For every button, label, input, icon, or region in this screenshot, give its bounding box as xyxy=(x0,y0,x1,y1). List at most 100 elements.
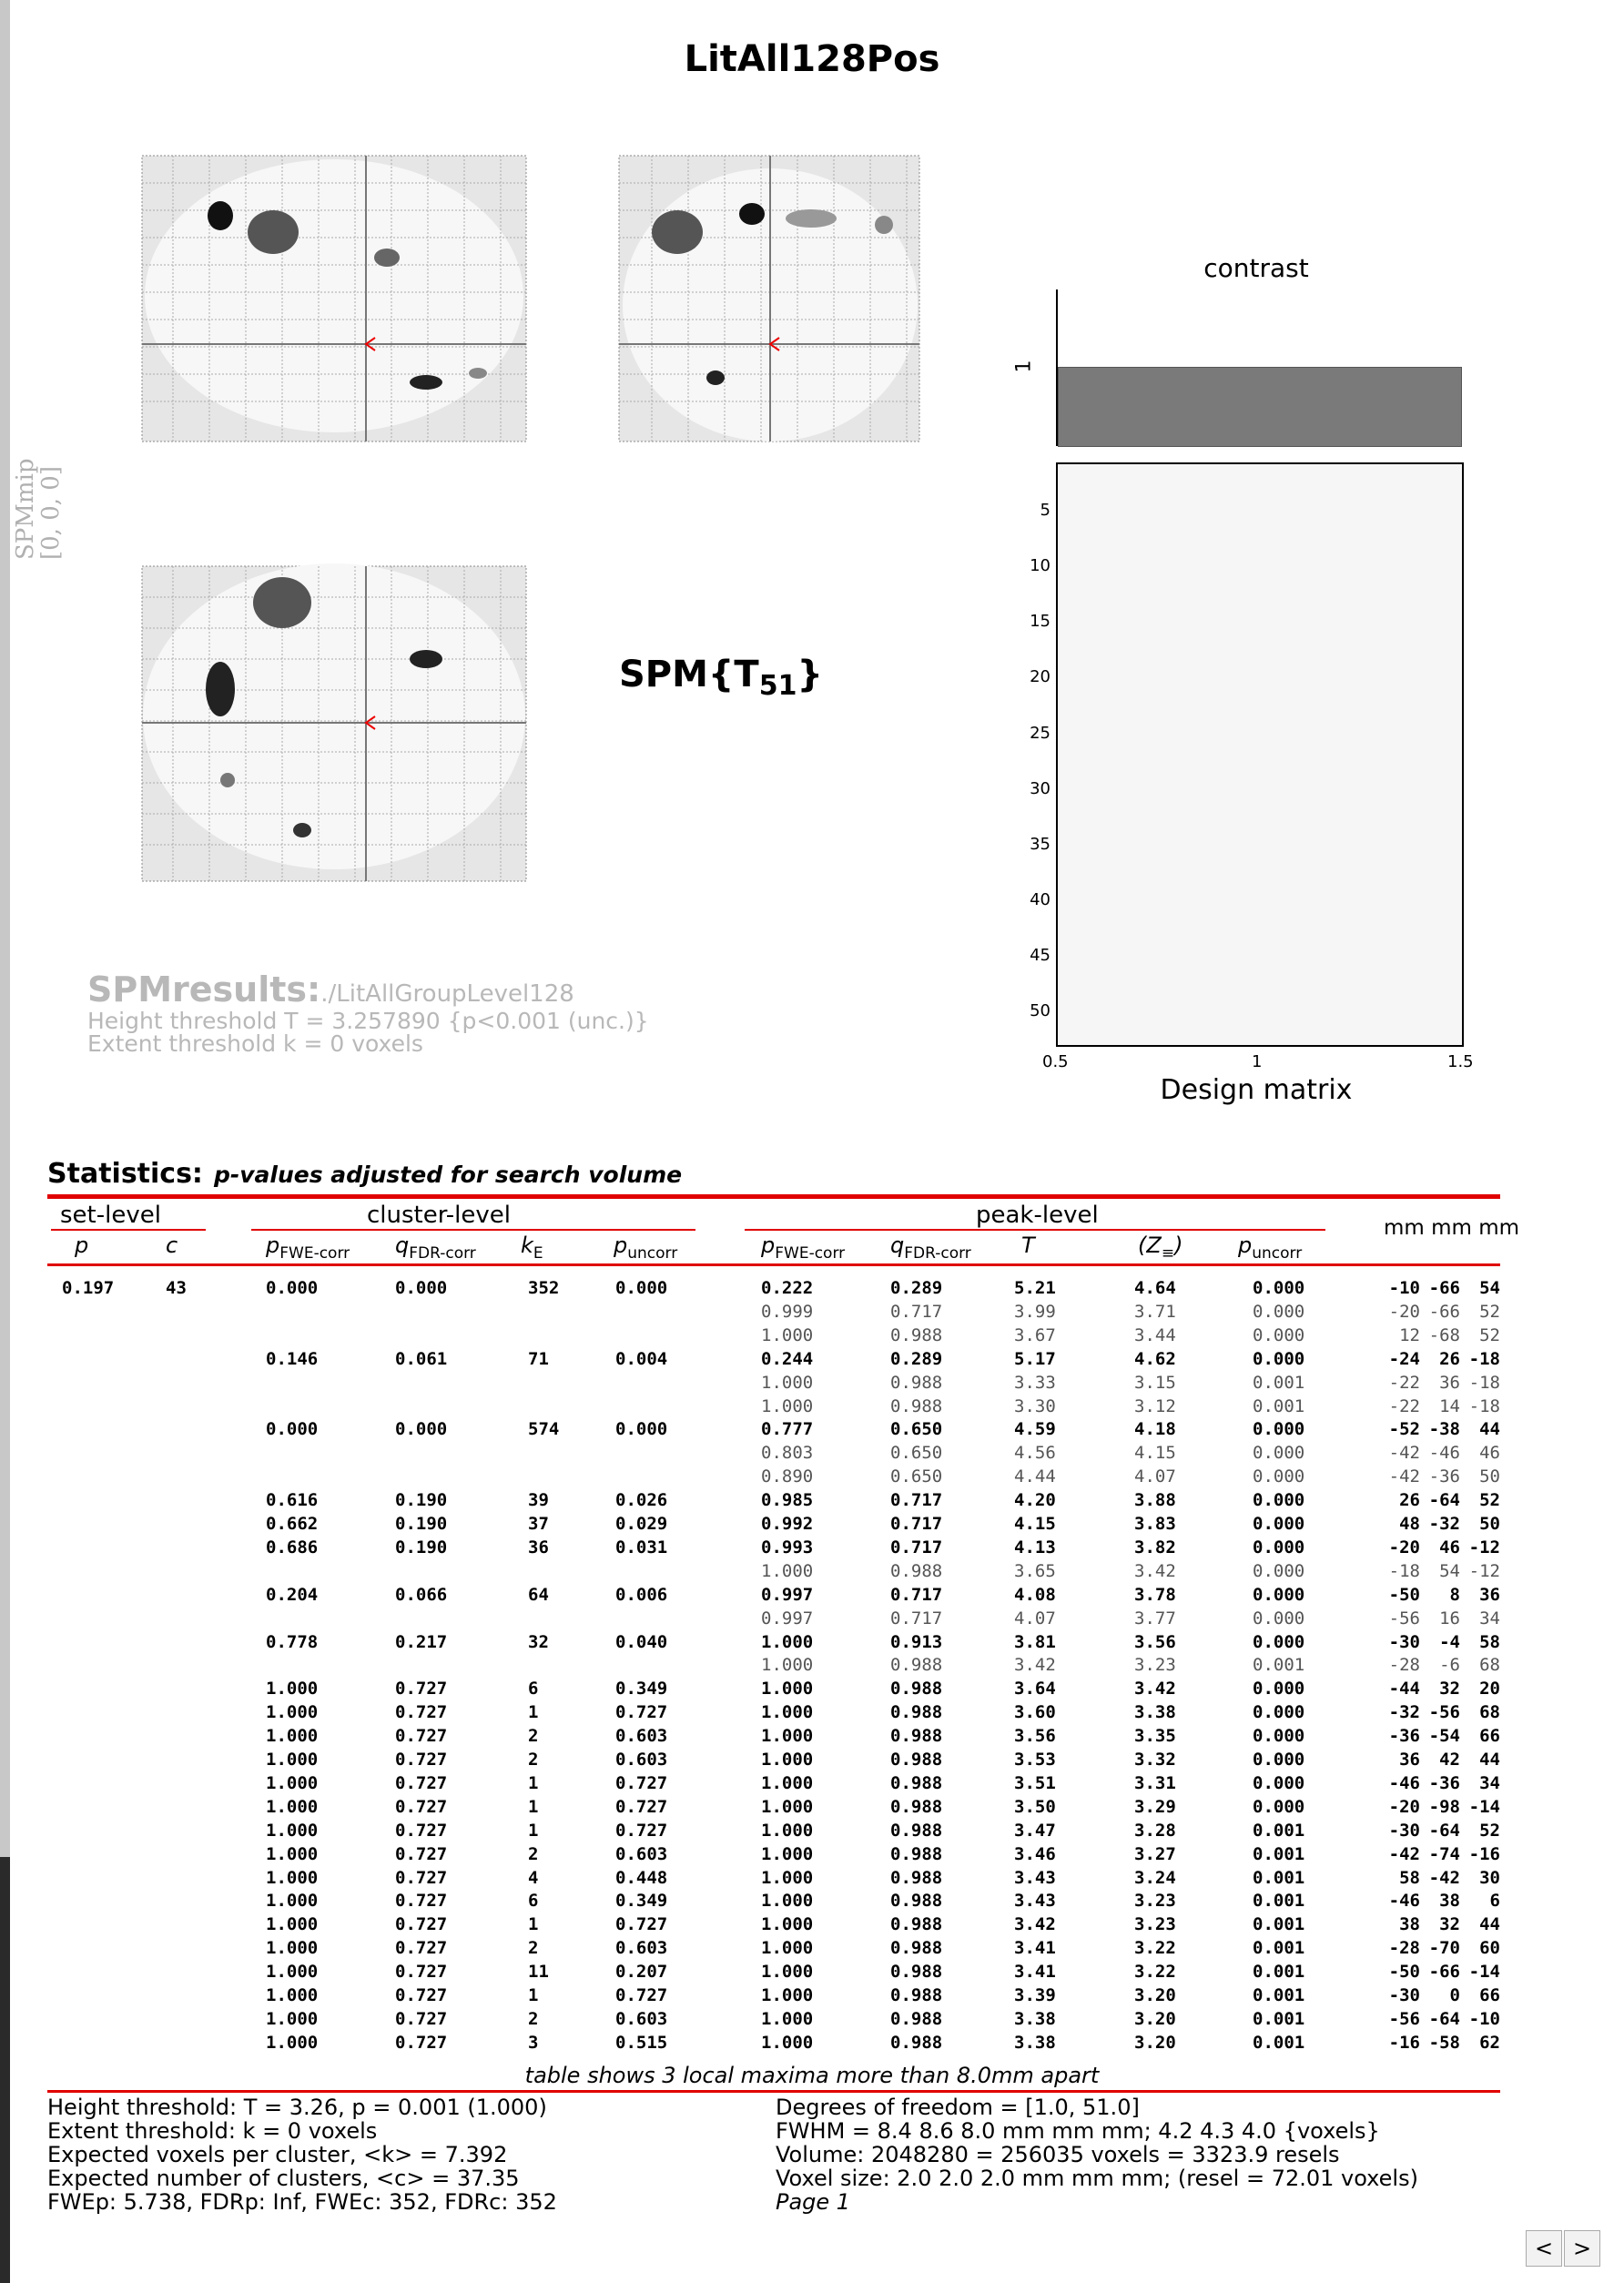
cell-cluster-pfwe: 0.000 xyxy=(266,1278,319,1298)
cell-peak-t: 4.56 xyxy=(1014,1443,1056,1464)
cell-peak-z: 3.20 xyxy=(1134,2032,1176,2053)
footer-height: Height threshold: T = 3.26, p = 0.001 (1… xyxy=(47,2095,547,2120)
cell-peak-t: 3.64 xyxy=(1014,1679,1056,1700)
cell-cluster-pfwe: 0.616 xyxy=(266,1490,319,1511)
next-page-button[interactable]: > xyxy=(1564,2230,1600,2267)
cell-peak-t: 3.51 xyxy=(1014,1772,1056,1793)
cell-cluster-puncorr: 0.000 xyxy=(615,1419,668,1440)
cell-x-mm: 38 xyxy=(1399,1914,1420,1935)
cell-cluster-qfdr: 0.727 xyxy=(395,1679,448,1700)
cell-y-mm: 32 xyxy=(1439,1679,1460,1700)
cell-cluster-ke: 2 xyxy=(528,1726,539,1747)
cell-y-mm: 46 xyxy=(1439,1537,1460,1558)
cell-peak-pfwe: 1.000 xyxy=(761,1796,814,1817)
cell-peak-z: 3.78 xyxy=(1134,1584,1176,1605)
cell-cluster-pfwe: 1.000 xyxy=(266,1985,319,2005)
cell-peak-qfdr: 0.988 xyxy=(890,1560,943,1581)
cell-cluster-pfwe: 0.662 xyxy=(266,1514,319,1534)
cell-x-mm: -20 xyxy=(1388,1537,1420,1558)
cell-peak-z: 4.62 xyxy=(1134,1348,1176,1369)
cell-z-mm: 44 xyxy=(1479,1750,1500,1770)
cell-cluster-ke: 1 xyxy=(528,1985,539,2005)
cell-cluster-ke: 1 xyxy=(528,1914,539,1935)
cell-z-mm: 60 xyxy=(1479,1938,1500,1959)
cell-peak-t: 3.43 xyxy=(1014,1891,1056,1912)
table-row: 1.000 0.727 2 0.603 1.000 0.988 3.56 3.35 0.000 -… xyxy=(0,1726,1624,1750)
cell-peak-puncorr: 0.001 xyxy=(1253,1843,1305,1864)
results-title: SPMresults: xyxy=(87,969,321,1010)
cell-cluster-qfdr: 0.727 xyxy=(395,1726,448,1747)
cell-y-mm: -66 xyxy=(1428,1962,1460,1983)
cell-z-mm: -10 xyxy=(1468,2008,1500,2029)
cell-peak-pfwe: 1.000 xyxy=(761,1962,814,1983)
cell-cluster-qfdr: 0.727 xyxy=(395,1938,448,1959)
cell-cluster-ke: 574 xyxy=(528,1419,560,1440)
cell-y-mm: 14 xyxy=(1439,1395,1460,1416)
cell-x-mm: -30 xyxy=(1388,1820,1420,1841)
col-cluster-puncorr: puncorr xyxy=(614,1233,677,1263)
cell-x-mm: -46 xyxy=(1388,1891,1420,1912)
cell-peak-pfwe: 1.000 xyxy=(761,2008,814,2029)
cell-y-mm: -98 xyxy=(1428,1796,1460,1817)
results-height: Height threshold T = 3.257890 {p<0.001 (… xyxy=(87,1008,649,1034)
cell-z-mm: 52 xyxy=(1479,1490,1500,1511)
cell-cluster-qfdr: 0.061 xyxy=(395,1348,448,1369)
cell-cluster-pfwe: 1.000 xyxy=(266,1938,319,1959)
cell-z-mm: -14 xyxy=(1468,1796,1500,1817)
table-row: 1.000 0.988 3.30 3.12 0.001 -22 14 -18 xyxy=(0,1396,1624,1420)
cell-cluster-qfdr: 0.727 xyxy=(395,1796,448,1817)
cell-x-mm: -10 xyxy=(1388,1278,1420,1298)
dm-y-tick: 10 xyxy=(1030,556,1051,575)
cell-cluster-qfdr: 0.000 xyxy=(395,1419,448,1440)
cell-peak-puncorr: 0.001 xyxy=(1253,1985,1305,2005)
dm-y-tick: 30 xyxy=(1030,779,1051,798)
cell-cluster-puncorr: 0.000 xyxy=(615,1278,668,1298)
cell-peak-pfwe: 1.000 xyxy=(761,1726,814,1747)
cell-x-mm: -42 xyxy=(1388,1443,1420,1464)
cell-z-mm: 52 xyxy=(1479,1820,1500,1841)
contrast-axis xyxy=(1056,289,1058,446)
set-level-rule xyxy=(51,1229,206,1231)
cell-peak-qfdr: 0.289 xyxy=(890,1278,943,1298)
cell-cluster-qfdr: 0.217 xyxy=(395,1631,448,1652)
cell-y-mm: -64 xyxy=(1428,2008,1460,2029)
cell-peak-t: 3.60 xyxy=(1014,1702,1056,1723)
col-peak-qfdr: qFDR-corr xyxy=(890,1233,971,1263)
cell-peak-pfwe: 0.997 xyxy=(761,1584,814,1605)
cell-peak-t: 4.44 xyxy=(1014,1466,1056,1487)
cell-peak-puncorr: 0.000 xyxy=(1253,1278,1305,1298)
cell-peak-puncorr: 0.001 xyxy=(1253,1655,1305,1676)
cell-cluster-pfwe: 1.000 xyxy=(266,2008,319,2029)
cell-peak-t: 3.38 xyxy=(1014,2008,1056,2029)
mip-label-coords: [0, 0, 0] xyxy=(37,466,65,560)
cell-peak-pfwe: 0.890 xyxy=(761,1466,814,1487)
cell-cluster-qfdr: 0.727 xyxy=(395,1867,448,1888)
cell-peak-puncorr: 0.001 xyxy=(1253,1820,1305,1841)
cell-cluster-pfwe: 1.000 xyxy=(266,1820,319,1841)
col-cluster-qfdr-q: q xyxy=(395,1233,410,1258)
cell-peak-qfdr: 0.717 xyxy=(890,1608,943,1629)
table-row: 0.803 0.650 4.56 4.15 0.000 -42 -46 46 xyxy=(0,1443,1624,1466)
cell-y-mm: 38 xyxy=(1439,1891,1460,1912)
cell-cluster-puncorr: 0.515 xyxy=(615,2032,668,2053)
cell-peak-t: 3.47 xyxy=(1014,1820,1056,1841)
prev-page-button[interactable]: < xyxy=(1526,2230,1562,2267)
cell-cluster-qfdr: 0.727 xyxy=(395,1820,448,1841)
mip-label-main: SPMmip xyxy=(12,458,39,560)
mip-coronal xyxy=(618,155,920,442)
cell-cluster-pfwe: 1.000 xyxy=(266,1726,319,1747)
cell-y-mm: 0 xyxy=(1449,1985,1460,2005)
cell-cluster-ke: 36 xyxy=(528,1537,549,1558)
group-set-level: set-level xyxy=(60,1202,161,1229)
cell-z-mm: -18 xyxy=(1468,1372,1500,1393)
col-set-p: p xyxy=(75,1233,89,1258)
cell-peak-pfwe: 1.000 xyxy=(761,1750,814,1770)
cell-peak-qfdr: 0.650 xyxy=(890,1419,943,1440)
cell-peak-t: 3.42 xyxy=(1014,1914,1056,1935)
cell-x-mm: 12 xyxy=(1399,1324,1420,1345)
col-cluster-pfwe: pFWE-corr xyxy=(266,1233,350,1263)
cell-cluster-pfwe: 0.778 xyxy=(266,1631,319,1652)
cell-peak-puncorr: 0.000 xyxy=(1253,1466,1305,1487)
cell-cluster-qfdr: 0.727 xyxy=(395,1750,448,1770)
cell-peak-t: 3.50 xyxy=(1014,1796,1056,1817)
